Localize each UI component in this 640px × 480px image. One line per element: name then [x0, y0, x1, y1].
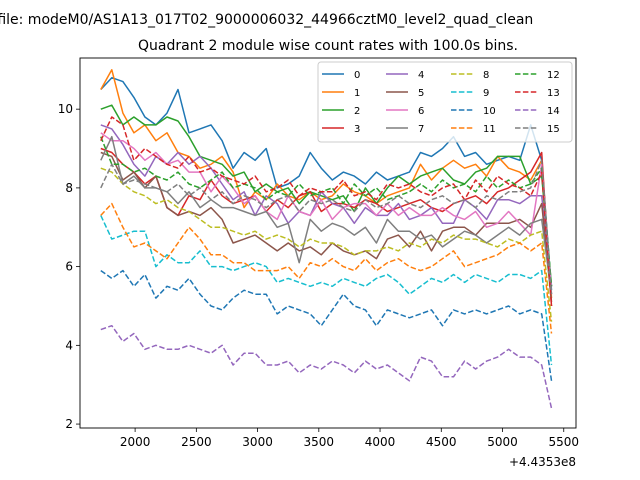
legend-label: 13	[547, 88, 560, 99]
x-tick-label: 4500	[426, 435, 457, 449]
y-tick-label: 10	[58, 102, 73, 116]
legend-label: 10	[483, 106, 496, 117]
series-line-9	[100, 215, 553, 366]
legend-label: 11	[483, 124, 496, 135]
legend-label: 5	[418, 88, 424, 99]
y-tick-label: 4	[65, 338, 73, 352]
x-tick-label: 4000	[365, 435, 396, 449]
legend-label: 6	[418, 106, 424, 117]
series-line-13	[100, 116, 553, 307]
legend-label: 2	[354, 106, 360, 117]
legend-box	[317, 61, 573, 143]
series-group	[100, 69, 553, 409]
legend-label: 15	[547, 124, 560, 135]
x-tick-label: 2000	[120, 435, 151, 449]
series-line-7	[100, 135, 553, 295]
x-tick-label: 3500	[304, 435, 335, 449]
x-tick-label: 2500	[181, 435, 212, 449]
legend-label: 3	[354, 124, 360, 135]
series-line-5	[100, 151, 553, 303]
legend-label: 8	[483, 70, 489, 81]
legend-label: 12	[547, 70, 560, 81]
axis-ticks: 2000 2500 3000 3500 4000 4500 5000 5500 2 4 6 8 10	[58, 102, 579, 449]
series-line-6	[100, 132, 553, 295]
chart-title: Quadrant 2 module wise count rates with …	[138, 38, 518, 54]
legend-label: 14	[547, 106, 560, 117]
series-line-14	[100, 324, 553, 409]
series-line-4	[100, 124, 553, 287]
legend-label: 4	[418, 70, 424, 81]
legend-label: 7	[418, 124, 424, 135]
series-line-10	[100, 269, 553, 381]
x-offset-label: +4.4353e8	[509, 455, 576, 469]
series-line-15	[100, 159, 553, 295]
series-line-11	[100, 202, 553, 334]
legend-label: 1	[354, 88, 360, 99]
y-tick-label: 2	[65, 417, 73, 431]
series-line-0	[100, 76, 553, 291]
legend-label: 9	[483, 88, 489, 99]
series-line-8	[100, 167, 553, 322]
x-tick-label: 3000	[242, 435, 273, 449]
x-tick-label: 5000	[487, 435, 518, 449]
x-tick-label: 5500	[548, 435, 579, 449]
figure-suptitle: n file: modeM0/AS1A13_017T02_9000006032_…	[0, 12, 533, 28]
series-line-12	[100, 136, 553, 287]
y-tick-label: 8	[65, 181, 73, 195]
legend-label: 0	[354, 70, 360, 81]
y-tick-label: 6	[65, 260, 73, 274]
plot-frame	[79, 57, 577, 429]
